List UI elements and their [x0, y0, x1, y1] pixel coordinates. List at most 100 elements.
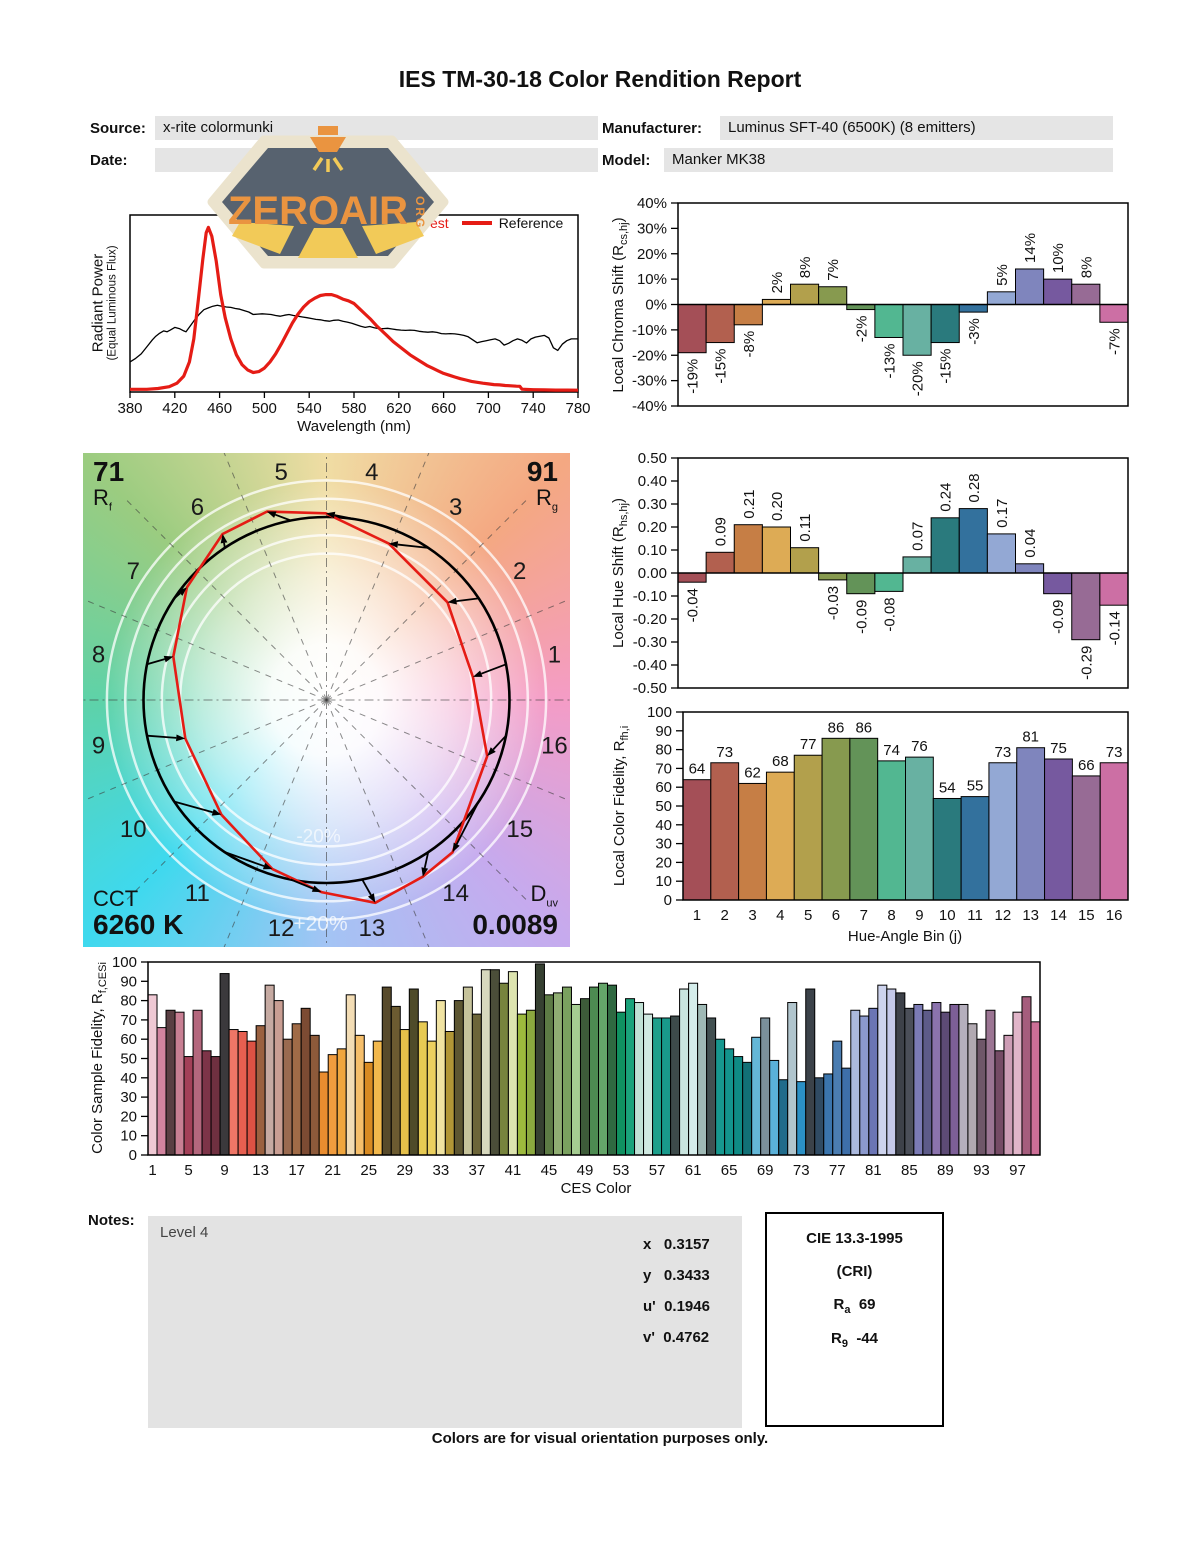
svg-text:12: 12 [268, 915, 295, 942]
svg-text:14: 14 [1050, 907, 1067, 924]
svg-text:97: 97 [1009, 1162, 1026, 1179]
logo-wordmark-suffix: ORG [413, 196, 427, 229]
svg-text:9: 9 [915, 907, 923, 924]
svg-text:77: 77 [829, 1162, 846, 1179]
local-chroma-shift-chart: -40% -30% -20% -10% 0% 10% 20% 30% 40% -19% -15% -8… [632, 195, 1129, 415]
notes-box: Level 4 [148, 1216, 742, 1428]
cct-readout: CCT 6260 K [93, 885, 184, 940]
svg-text:0.17: 0.17 [994, 499, 1011, 528]
svg-text:66: 66 [1078, 757, 1095, 774]
svg-text:0.00: 0.00 [638, 565, 667, 582]
svg-text:-13%: -13% [881, 343, 898, 378]
svg-text:29: 29 [396, 1162, 413, 1179]
svg-text:-0.09: -0.09 [1050, 600, 1067, 634]
svg-text:-15%: -15% [938, 349, 955, 384]
svg-text:60: 60 [655, 779, 672, 796]
svg-text:10%: 10% [637, 271, 667, 288]
chromaticity-u-row: u' 0.1946 [643, 1298, 710, 1315]
svg-text:1: 1 [148, 1162, 156, 1179]
ces-x-axis-label: CES Color [560, 1180, 632, 1197]
svg-text:500: 500 [252, 400, 277, 417]
svg-text:30%: 30% [637, 220, 667, 237]
svg-text:100: 100 [112, 954, 137, 971]
svg-text:16: 16 [541, 732, 568, 759]
svg-text:20: 20 [655, 854, 672, 871]
svg-text:0.50: 0.50 [638, 450, 667, 467]
zeroair-logo: ZEROAIR ORG [207, 126, 449, 269]
svg-text:0.40: 0.40 [638, 473, 667, 490]
spd-y-axis-label: Radiant Power (Equal Luminous Flux) [89, 245, 119, 361]
svg-text:5: 5 [274, 459, 287, 486]
rg-readout: 91 Rg [526, 456, 558, 514]
svg-text:-0.30: -0.30 [633, 634, 667, 651]
svg-text:7: 7 [127, 558, 140, 585]
reference-legend-label: Reference [498, 215, 564, 231]
svg-text:-3%: -3% [966, 318, 983, 345]
svg-text:81: 81 [865, 1162, 882, 1179]
svg-text:-20%: -20% [632, 347, 667, 364]
svg-text:4: 4 [365, 459, 378, 486]
svg-text:+20%: +20% [293, 913, 347, 936]
svg-text:64: 64 [689, 761, 706, 778]
svg-text:10: 10 [120, 1128, 137, 1145]
manufacturer-field: Luminus SFT-40 (6500K) (8 emitters) [720, 116, 1113, 140]
svg-text:73: 73 [793, 1162, 810, 1179]
svg-text:10: 10 [120, 816, 147, 843]
svg-text:20%: 20% [637, 246, 667, 263]
cri-box: CIE 13.3-1995 (CRI) Ra 69 R9 -44 [765, 1212, 944, 1427]
logo-beam-center [298, 228, 358, 258]
svg-text:9: 9 [220, 1162, 228, 1179]
fidelity-x-axis-label: Hue-Angle Bin (j) [847, 928, 963, 945]
svg-text:89: 89 [937, 1162, 954, 1179]
svg-text:0.09: 0.09 [713, 517, 730, 546]
svg-text:6: 6 [832, 907, 840, 924]
svg-text:90: 90 [120, 973, 137, 990]
svg-text:580: 580 [341, 400, 366, 417]
svg-text:1: 1 [548, 642, 561, 669]
svg-text:2: 2 [721, 907, 729, 924]
svg-text:70: 70 [120, 1012, 137, 1029]
svg-text:-0.29: -0.29 [1078, 646, 1095, 680]
fidelity-y-axis-label: Local Color Fidelity, Rfh,i [611, 725, 631, 887]
svg-text:5%: 5% [994, 264, 1011, 286]
svg-text:13: 13 [358, 915, 385, 942]
svg-text:-20%: -20% [910, 361, 927, 396]
svg-text:-10%: -10% [632, 322, 667, 339]
svg-text:74: 74 [883, 742, 900, 759]
svg-text:6: 6 [191, 494, 204, 521]
svg-text:7%: 7% [825, 259, 842, 281]
svg-text:25: 25 [360, 1162, 377, 1179]
svg-text:2%: 2% [769, 272, 786, 294]
svg-text:-0.08: -0.08 [881, 597, 898, 631]
svg-text:-0.04: -0.04 [685, 588, 702, 622]
local-hue-shift-chart: -0.50 -0.40 -0.30 -0.20 -0.10 0.00 0.10 0.20 0.3… [633, 450, 1129, 697]
svg-text:37: 37 [469, 1162, 486, 1179]
svg-text:50: 50 [120, 1051, 137, 1068]
svg-text:68: 68 [772, 753, 789, 770]
cri-title: CIE 13.3-1995 [806, 1230, 903, 1247]
r9-value: R9 -44 [831, 1330, 878, 1350]
ra-value: Ra 69 [833, 1296, 876, 1316]
svg-text:7: 7 [860, 907, 868, 924]
svg-text:50: 50 [655, 798, 672, 815]
ces-y-axis-label: Color Sample Fidelity, Rf,CESi [89, 962, 109, 1154]
svg-text:0.20: 0.20 [769, 492, 786, 521]
flashlight-icon [318, 126, 338, 135]
svg-text:0.10: 0.10 [638, 542, 667, 559]
svg-text:53: 53 [613, 1162, 630, 1179]
date-label: Date: [90, 152, 128, 169]
svg-text:80: 80 [120, 993, 137, 1010]
svg-text:73: 73 [1106, 744, 1123, 761]
svg-text:70: 70 [655, 760, 672, 777]
svg-text:14%: 14% [1022, 233, 1039, 263]
flashlight-ray-left [312, 157, 324, 171]
reference-line-swatch [461, 221, 492, 225]
svg-text:15: 15 [1078, 907, 1095, 924]
spd-chart: 380 420 460 500 540 580 620 660 700 740 780 [117, 214, 590, 417]
svg-text:540: 540 [297, 400, 322, 417]
svg-text:11: 11 [967, 907, 983, 924]
svg-text:10: 10 [939, 907, 956, 924]
svg-text:20: 20 [120, 1108, 137, 1125]
